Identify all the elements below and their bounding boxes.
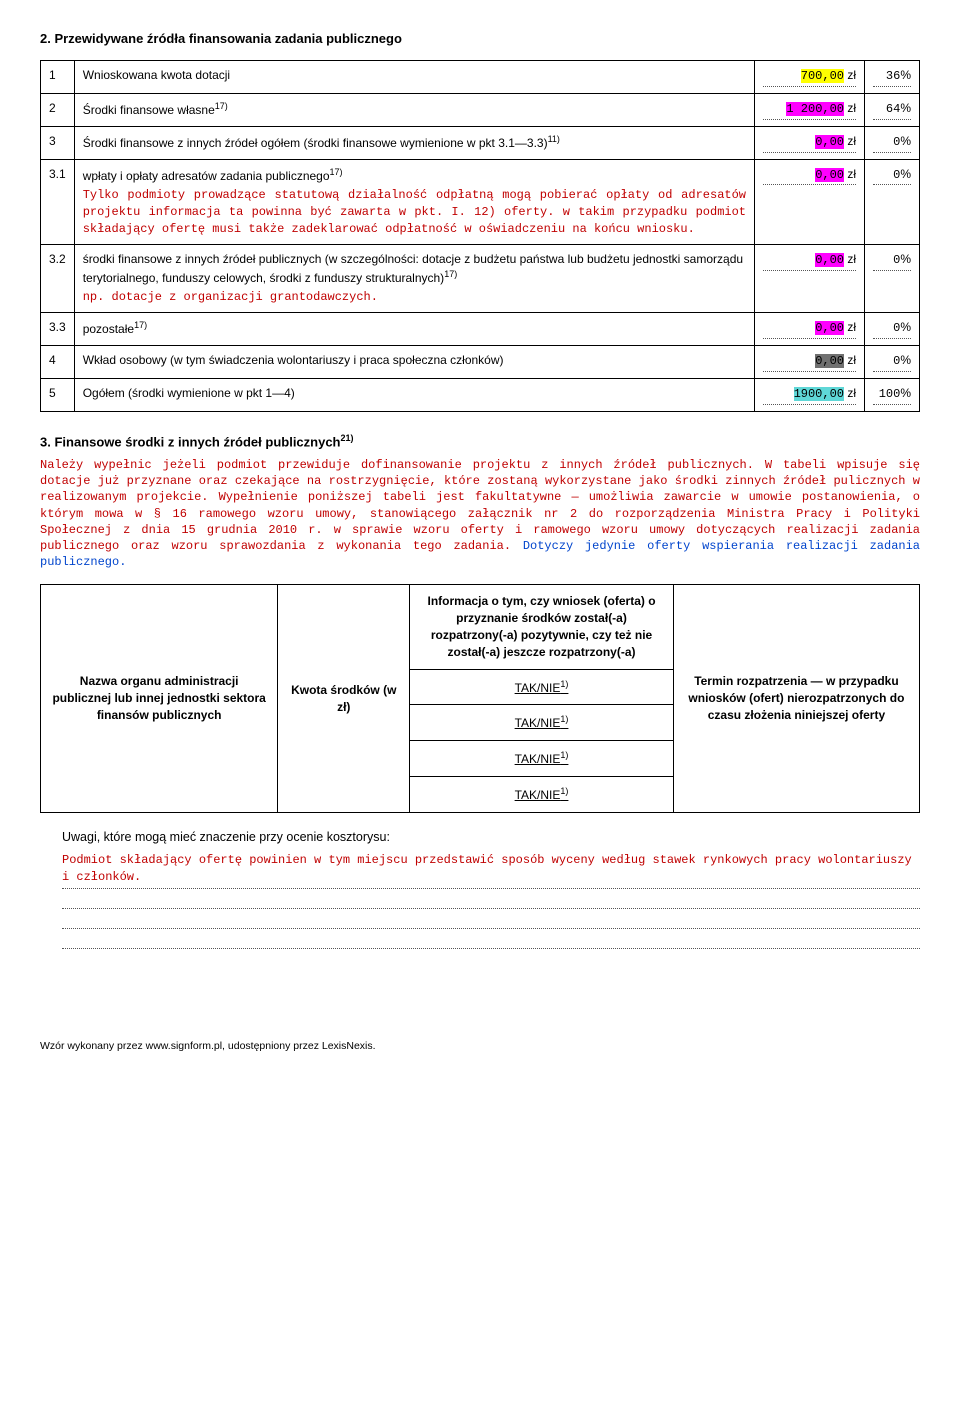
dotted-line-1 [62, 889, 920, 909]
row-percent: 0% [865, 313, 920, 346]
row-amount: 700,00 zł [755, 61, 865, 94]
row-percent: 64% [865, 93, 920, 126]
src-h4: Termin rozpatrzenia — w przypadku wniosk… [673, 585, 919, 812]
row-percent: 0% [865, 159, 920, 244]
financing-table: 1Wnioskowana kwota dotacji700,00 zł36% 2Ś… [40, 60, 920, 411]
row-amount: 1900,00 zł [755, 378, 865, 411]
row-desc: wpłaty i opłaty adresatów zadania public… [74, 159, 754, 244]
row-desc: środki finansowe z innych źródeł publicz… [74, 244, 754, 312]
footer: Wzór wykonany przez www.signform.pl, udo… [40, 1039, 920, 1054]
row-num: 1 [41, 61, 75, 94]
taknie-3: TAK/NIE1) [410, 741, 674, 777]
row-num: 2 [41, 93, 75, 126]
row-desc: Środki finansowe własne17) [74, 93, 754, 126]
row-num: 3.3 [41, 313, 75, 346]
sources-table: Nazwa organu administracji publicznej lu… [40, 584, 920, 812]
taknie-1: TAK/NIE1) [410, 669, 674, 705]
row-num: 3 [41, 126, 75, 159]
src-h1: Nazwa organu administracji publicznej lu… [41, 585, 278, 812]
section2-title: 2. Przewidywane źródła finansowania zada… [40, 30, 920, 48]
row-amount: 0,00 zł [755, 159, 865, 244]
row-percent: 100% [865, 378, 920, 411]
row-num: 5 [41, 378, 75, 411]
row-desc: Wnioskowana kwota dotacji [74, 61, 754, 94]
row-percent: 36% [865, 61, 920, 94]
row-num: 3.2 [41, 244, 75, 312]
row-desc: Środki finansowe z innych źródeł ogółem … [74, 126, 754, 159]
row-desc: pozostałe17) [74, 313, 754, 346]
row-percent: 0% [865, 244, 920, 312]
row-num: 4 [41, 345, 75, 378]
row-percent: 0% [865, 126, 920, 159]
row-amount: 0,00 zł [755, 313, 865, 346]
row-amount: 0,00 zł [755, 244, 865, 312]
row-desc: Ogółem (środki wymienione w pkt 1—4) [74, 378, 754, 411]
section3-body: Należy wypełnic jeżeli podmiot przewiduj… [40, 457, 920, 570]
src-h3: Informacja o tym, czy wniosek (oferta) o… [410, 585, 674, 669]
taknie-4: TAK/NIE1) [410, 776, 674, 812]
uwagi-body: Podmiot składający ofertę powinien w tym… [62, 852, 920, 889]
dotted-line-2 [62, 909, 920, 929]
row-percent: 0% [865, 345, 920, 378]
row-num: 3.1 [41, 159, 75, 244]
row-amount: 1 200,00 zł [755, 93, 865, 126]
taknie-2: TAK/NIE1) [410, 705, 674, 741]
uwagi-title: Uwagi, które mogą mieć znaczenie przy oc… [62, 829, 920, 847]
dotted-line-3 [62, 929, 920, 949]
row-desc: Wkład osobowy (w tym świadczenia wolonta… [74, 345, 754, 378]
src-h2: Kwota środków (w zł) [278, 585, 410, 812]
section3-title: 3. Finansowe środki z innych źródeł publ… [40, 432, 920, 452]
row-amount: 0,00 zł [755, 345, 865, 378]
row-amount: 0,00 zł [755, 126, 865, 159]
